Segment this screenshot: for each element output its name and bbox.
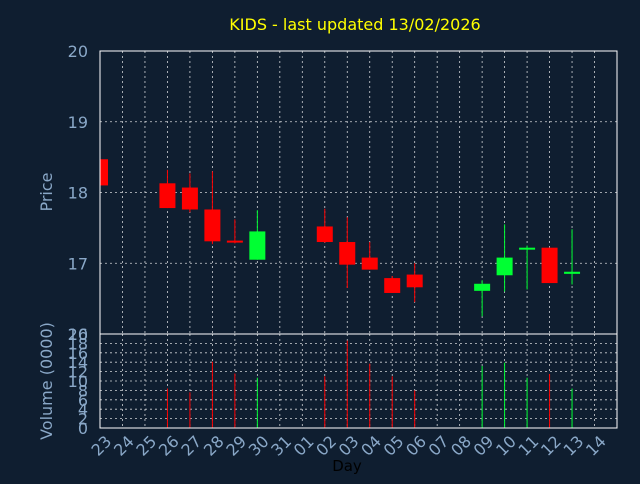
price-y-tick-label: 17 [68, 254, 88, 273]
candle [406, 263, 423, 303]
candle-body [519, 247, 536, 250]
volume-y-tick-label: 12 [68, 363, 88, 382]
x-ticks: 2324252627282930310102030405060708091011… [87, 432, 609, 460]
candle-body [339, 242, 356, 265]
volume-gridlines [100, 334, 617, 428]
price-y-tick-label: 18 [68, 184, 88, 203]
candle [519, 245, 536, 290]
candle [496, 224, 513, 292]
price-y-tick-label: 19 [68, 113, 88, 132]
candle-body [159, 183, 176, 209]
candle [474, 280, 491, 317]
volume-plot-frame [99, 333, 618, 429]
volume-y-tick-label: 2 [78, 410, 88, 429]
volume-y-tick-label: 0 [78, 419, 88, 438]
candle [99, 159, 108, 186]
candle [339, 217, 356, 289]
candle-body [406, 274, 423, 288]
volume-y-tick-label: 16 [68, 344, 88, 363]
candle [361, 242, 378, 270]
candle-body [100, 159, 108, 186]
candle [384, 275, 401, 293]
price-y-tick-label: 20 [68, 42, 88, 61]
candlestick-series [99, 159, 581, 317]
candle-body [226, 240, 243, 243]
candle-body [384, 278, 401, 293]
candle-body [361, 257, 378, 270]
candle-body [249, 231, 266, 260]
x-tick-label: 14 [582, 432, 610, 460]
price-y-tick-label: 16 [68, 325, 88, 344]
volume-y-tick-label: 18 [68, 334, 88, 353]
volume-axis-label: Volume (0000) [37, 322, 56, 440]
candle [564, 229, 581, 285]
candle [204, 171, 221, 245]
candle-body [496, 257, 513, 276]
price-axis-label: Price [37, 172, 56, 211]
volume-y-tick-label: 14 [68, 353, 88, 372]
candle-body [564, 271, 581, 274]
price-gridlines [100, 51, 617, 334]
candle [541, 247, 558, 284]
candle [181, 173, 198, 213]
candle-body [474, 283, 491, 291]
chart-title: KIDS - last updated 13/02/2026 [229, 15, 480, 34]
candle [249, 210, 266, 260]
volume-y-tick-label: 6 [78, 391, 88, 410]
volume-bar-series [166, 340, 573, 428]
candle-body [541, 247, 558, 284]
x-axis-label: Day [332, 457, 362, 475]
volume-y-tick-label: 4 [78, 400, 88, 419]
volume-y-tick-label: 10 [68, 372, 88, 391]
price-y-ticks: 16 17 18 19 20 [68, 42, 88, 344]
candle-body [181, 187, 198, 210]
candle-body [316, 226, 333, 243]
candle [159, 169, 176, 209]
candle [226, 219, 243, 244]
volume-y-tick-label: 8 [78, 381, 88, 400]
volume-y-top-label: 20 [68, 325, 88, 344]
candle-body [204, 209, 221, 242]
price-plot-frame [99, 50, 618, 335]
candle [316, 208, 333, 243]
